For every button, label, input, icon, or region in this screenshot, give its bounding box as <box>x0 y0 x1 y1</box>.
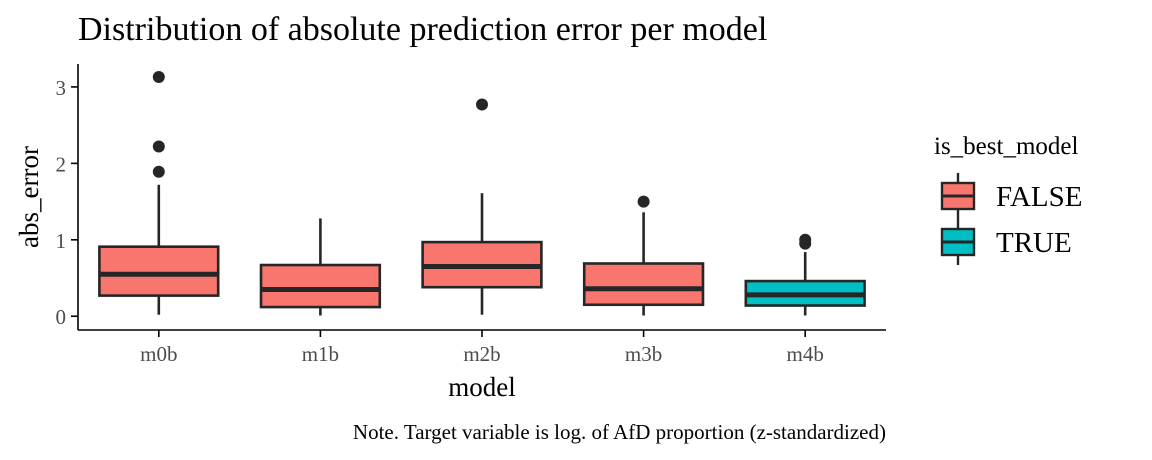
outlier-point <box>476 98 488 111</box>
x-tick-label: m4b <box>787 342 824 366</box>
y-tick-label: 3 <box>56 76 67 100</box>
x-tick-label: m1b <box>302 342 339 366</box>
outlier-point <box>152 70 165 83</box>
chart-title: Distribution of absolute prediction erro… <box>78 11 767 48</box>
box-m2b <box>421 98 543 315</box>
legend: is_best_model FALSE TRUE <box>934 133 1082 265</box>
plot-area <box>98 70 866 316</box>
outlier-point <box>637 195 650 208</box>
chart-caption: Note. Target variable is log. of AfD pro… <box>353 420 886 444</box>
outlier-point <box>799 233 812 246</box>
legend-entry-true: TRUE <box>940 219 1072 265</box>
y-axis-label: abs_error <box>14 146 44 248</box>
legend-title: is_best_model <box>934 133 1078 160</box>
legend-entry-false: FALSE <box>940 173 1082 219</box>
x-tick-label: m0b <box>140 342 177 366</box>
outlier-point <box>152 140 165 153</box>
y-ticks: 0 1 2 3 <box>56 76 78 329</box>
x-tick-label: m2b <box>463 342 500 366</box>
legend-entry-label: TRUE <box>996 227 1072 259</box>
box-m3b <box>582 195 705 316</box>
box-iqr <box>98 245 220 297</box>
box-m0b <box>98 70 220 315</box>
y-tick-label: 2 <box>56 152 67 176</box>
box-m1b <box>259 218 382 316</box>
x-axis-label: model <box>448 372 516 402</box>
x-ticks: m0b m1b m2b m3b m4b <box>140 330 824 366</box>
y-tick-label: 0 <box>56 305 67 329</box>
outlier-point <box>152 165 165 178</box>
x-tick-label: m3b <box>625 342 662 366</box>
box-iqr <box>259 263 382 309</box>
box-m4b <box>744 233 866 316</box>
legend-entry-label: FALSE <box>996 181 1082 213</box>
y-tick-label: 1 <box>56 229 67 253</box>
box-iqr <box>582 262 705 307</box>
